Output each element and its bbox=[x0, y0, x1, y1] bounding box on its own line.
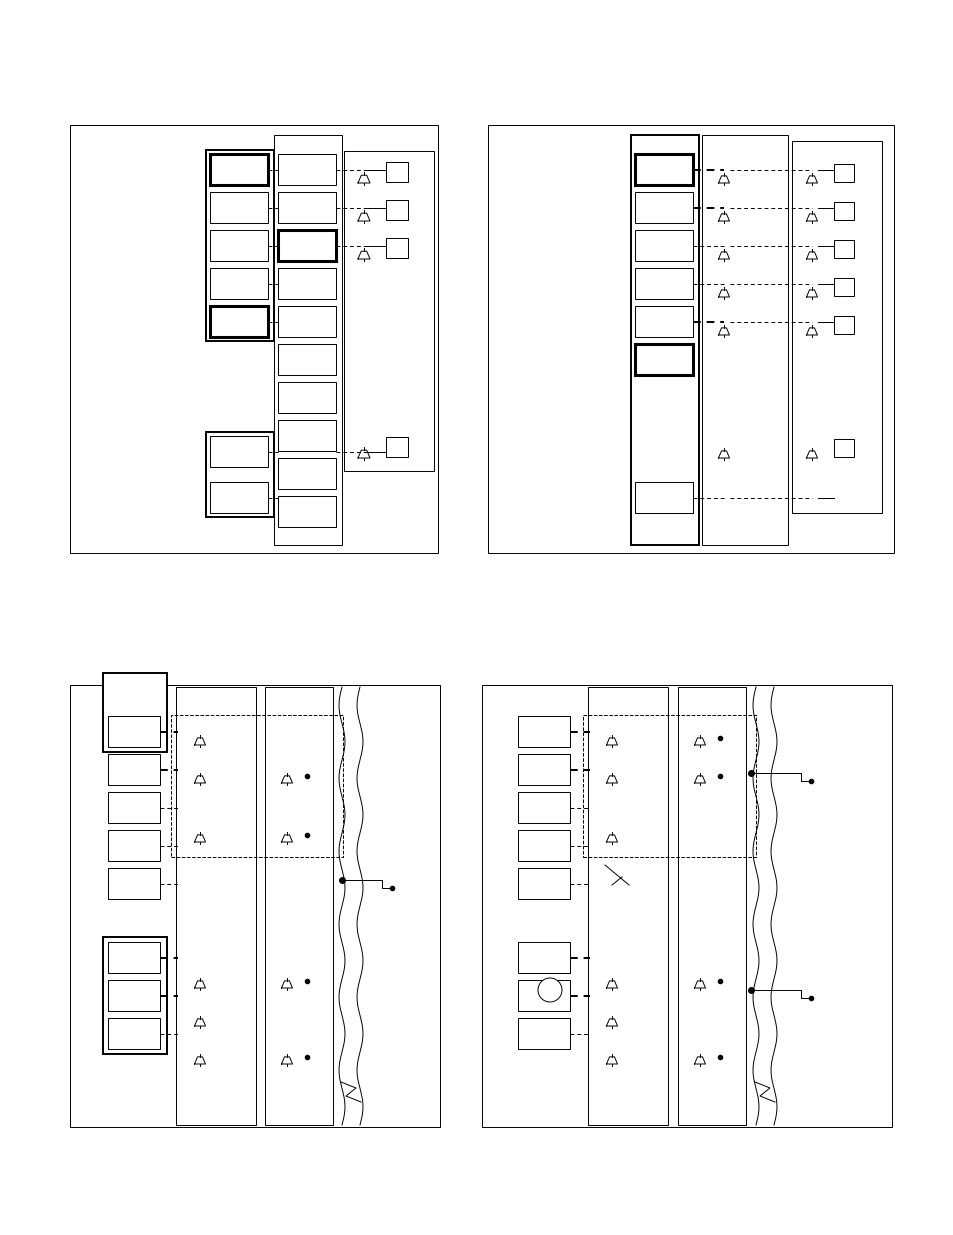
Bar bbox=[210, 306, 268, 337]
Bar bbox=[277, 154, 335, 185]
Bar bbox=[206, 432, 274, 517]
Bar bbox=[587, 687, 667, 1125]
Bar bbox=[108, 830, 160, 861]
Bar bbox=[678, 687, 745, 1125]
Bar bbox=[635, 482, 692, 513]
Bar bbox=[277, 230, 335, 261]
Bar bbox=[103, 937, 167, 1053]
Bar bbox=[265, 687, 333, 1125]
Bar bbox=[517, 1018, 569, 1049]
Bar bbox=[833, 203, 853, 220]
Bar bbox=[277, 420, 335, 451]
Bar bbox=[582, 715, 755, 857]
Bar bbox=[70, 125, 437, 553]
Bar bbox=[833, 240, 853, 258]
Bar bbox=[635, 154, 692, 185]
Bar bbox=[517, 830, 569, 861]
Bar bbox=[701, 135, 787, 545]
Bar bbox=[171, 715, 343, 857]
Bar bbox=[386, 200, 408, 220]
Bar bbox=[108, 755, 160, 785]
Bar bbox=[277, 496, 335, 527]
Bar bbox=[210, 268, 268, 299]
Bar bbox=[635, 345, 692, 375]
Bar bbox=[210, 191, 268, 224]
Bar bbox=[833, 316, 853, 333]
Bar bbox=[791, 141, 882, 513]
Bar bbox=[108, 981, 160, 1011]
Bar bbox=[386, 437, 408, 457]
Bar bbox=[635, 191, 692, 224]
Bar bbox=[517, 755, 569, 785]
Bar bbox=[277, 306, 335, 337]
Bar bbox=[108, 792, 160, 823]
Bar bbox=[344, 151, 434, 471]
Bar bbox=[277, 382, 335, 412]
Bar bbox=[517, 942, 569, 973]
Bar bbox=[108, 942, 160, 973]
Bar bbox=[517, 981, 569, 1011]
Bar bbox=[386, 238, 408, 258]
Bar bbox=[635, 268, 692, 299]
Bar bbox=[277, 268, 335, 299]
Bar bbox=[206, 149, 274, 341]
Bar bbox=[277, 345, 335, 375]
Bar bbox=[277, 458, 335, 489]
Bar bbox=[635, 230, 692, 261]
Bar bbox=[210, 436, 268, 467]
Bar bbox=[517, 868, 569, 899]
Bar bbox=[630, 135, 699, 545]
Bar bbox=[108, 716, 160, 747]
Bar bbox=[635, 482, 692, 513]
Bar bbox=[70, 685, 439, 1128]
Bar bbox=[175, 687, 255, 1125]
Bar bbox=[481, 685, 891, 1128]
Bar bbox=[517, 792, 569, 823]
Bar bbox=[517, 716, 569, 747]
Bar bbox=[274, 135, 341, 545]
Bar bbox=[635, 306, 692, 337]
Bar bbox=[833, 164, 853, 182]
Bar bbox=[833, 438, 853, 457]
Circle shape bbox=[537, 978, 561, 1002]
Bar bbox=[108, 868, 160, 899]
Bar bbox=[108, 1018, 160, 1049]
Bar bbox=[210, 482, 268, 513]
Bar bbox=[210, 154, 268, 185]
Bar bbox=[103, 673, 167, 752]
Bar bbox=[488, 125, 893, 553]
Bar bbox=[277, 191, 335, 224]
Bar bbox=[386, 162, 408, 182]
Bar bbox=[833, 278, 853, 296]
Bar bbox=[210, 230, 268, 261]
